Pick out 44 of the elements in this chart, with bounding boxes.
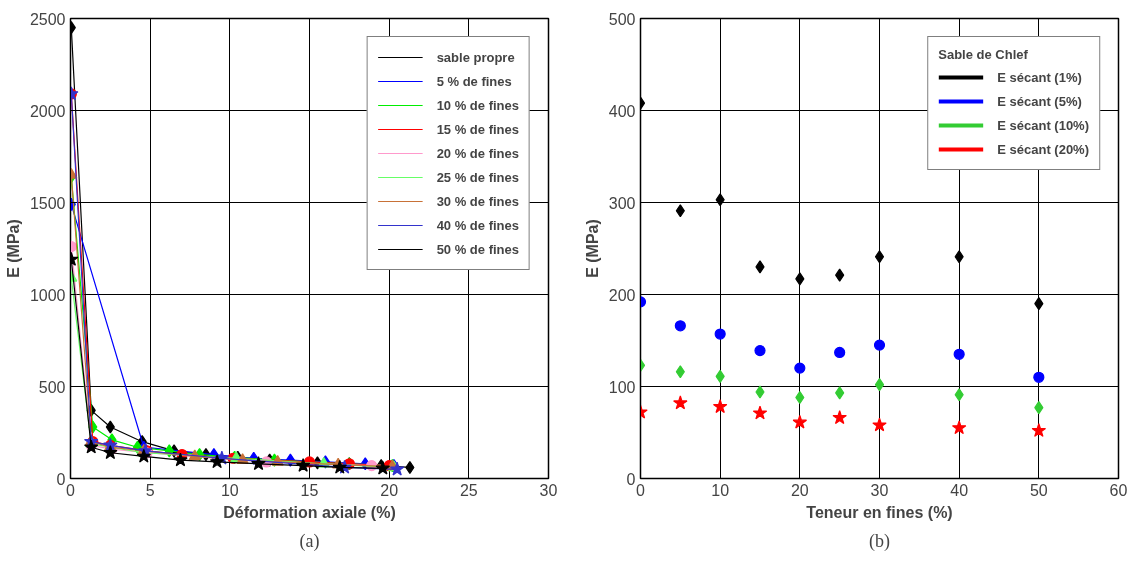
legend-label: 5 % de fines xyxy=(436,73,512,89)
text: (b) xyxy=(869,530,891,552)
x-tick-label: 10 xyxy=(220,481,239,499)
x-axis-title: Teneur en fines (%) xyxy=(806,503,953,521)
x-tick-label: 60 xyxy=(1109,481,1128,499)
legend-label: 20 % de fines xyxy=(436,145,519,161)
y-tick-label: 1000 xyxy=(29,286,66,304)
y-tick-label: 200 xyxy=(608,286,636,304)
x-tick-label: 20 xyxy=(380,481,399,499)
legend-label: 40 % de fines xyxy=(436,217,519,233)
y-tick-label: 500 xyxy=(608,10,636,28)
legend-label: 30 % de fines xyxy=(436,193,519,209)
y-tick-label: 0 xyxy=(626,470,636,488)
text: (a) xyxy=(299,530,320,552)
legend-label: 50 % de fines xyxy=(436,241,519,257)
x-tick-label: 20 xyxy=(790,481,809,499)
x-axis-title: Déformation axiale (%) xyxy=(223,503,396,521)
y-tick-label: 300 xyxy=(608,194,636,212)
x-tick-label: 5 xyxy=(145,481,155,499)
legend-label: sable propre xyxy=(436,49,515,65)
x-tick-label: 15 xyxy=(300,481,319,499)
x-tick-label: 40 xyxy=(950,481,969,499)
y-tick-label: 2500 xyxy=(29,10,66,28)
legend-label: E sécant (1%) xyxy=(997,69,1082,85)
y-tick-label: 500 xyxy=(38,378,66,396)
y-axis-title: E (MPa) xyxy=(583,219,601,278)
x-tick-label: 30 xyxy=(870,481,889,499)
legend-label: E sécant (10%) xyxy=(997,117,1089,133)
legend-label: 10 % de fines xyxy=(436,97,519,113)
legend-title: Sable de Chlef xyxy=(938,47,1029,62)
y-axis-title: E (MPa) xyxy=(4,219,22,278)
y-tick-label: 0 xyxy=(56,470,66,488)
legend-label: 15 % de fines xyxy=(436,121,519,137)
legend-label: E sécant (20%) xyxy=(997,141,1089,157)
y-tick-label: 100 xyxy=(608,378,636,396)
x-tick-label: 25 xyxy=(459,481,478,499)
y-tick-label: 1500 xyxy=(29,194,66,212)
y-tick-label: 2000 xyxy=(29,102,66,120)
legend-label: E sécant (5%) xyxy=(997,93,1082,109)
y-tick-label: 400 xyxy=(608,102,636,120)
x-tick-label: 50 xyxy=(1029,481,1048,499)
legend-label: 25 % de fines xyxy=(436,169,519,185)
x-tick-label: 30 xyxy=(539,481,558,499)
x-tick-label: 10 xyxy=(711,481,730,499)
